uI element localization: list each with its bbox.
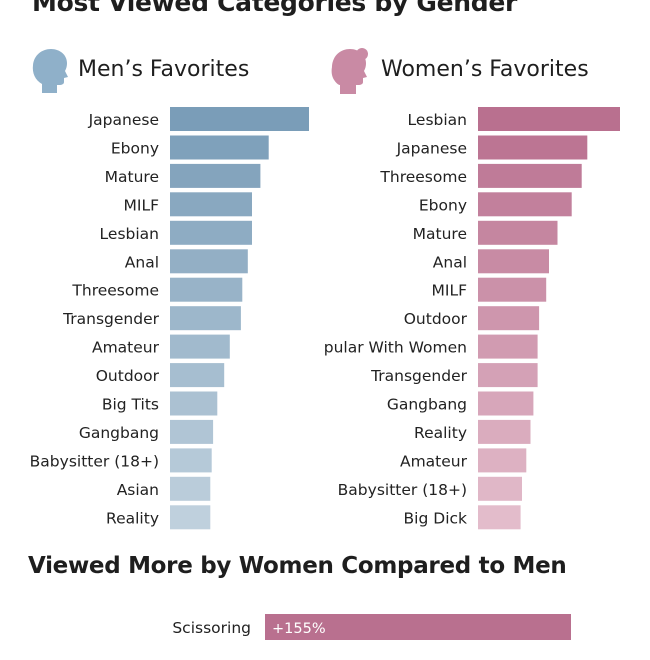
women-label-gangbang: Gangbang: [387, 396, 467, 414]
diff-value-label-scissoring: +155%: [272, 621, 326, 637]
women-bar-milf: [478, 277, 547, 302]
men-label-ebony: Ebony: [111, 140, 159, 158]
diff-bar-scissoring: [265, 614, 571, 640]
women-label-outdoor: Outdoor: [404, 310, 468, 328]
section-title-viewed-more-by-women: Viewed More by Women Compared to Men: [28, 553, 567, 579]
men-label-lesbian: Lesbian: [100, 225, 159, 243]
men-label-japanese: Japanese: [88, 111, 159, 129]
men-bar-big-tits: [170, 391, 218, 416]
men-label-reality: Reality: [106, 509, 159, 527]
man-head-silhouette-icon: [32, 49, 68, 93]
men-bar-japanese: [170, 107, 309, 131]
men-bar-gangbang: [170, 419, 214, 444]
women-bar-lesbian: [478, 107, 620, 131]
men-label-anal: Anal: [125, 253, 159, 271]
men-label-big-tits: Big Tits: [102, 396, 159, 414]
men-label-babysitter-18: Babysitter (18+): [30, 452, 159, 470]
women-label-transgender: Transgender: [370, 367, 468, 385]
women-label-milf: MILF: [432, 282, 468, 300]
women-bar-popular-with-women: [478, 334, 538, 359]
women-label-ebony: Ebony: [419, 196, 467, 214]
women-label-lesbian: Lesbian: [408, 111, 467, 129]
women-bar-amateur: [478, 448, 527, 473]
women-label-japanese: Japanese: [396, 140, 467, 158]
women-bar-gangbang: [478, 391, 534, 416]
men-label-threesome: Threesome: [71, 282, 159, 300]
men-bar-transgender: [170, 306, 241, 331]
diff-label-scissoring: Scissoring: [172, 619, 251, 637]
women-label-babysitter-18: Babysitter (18+): [338, 481, 467, 499]
women-bar-anal: [478, 249, 549, 274]
men-bar-ebony: [170, 135, 269, 160]
men-bar-outdoor: [170, 363, 225, 388]
men-bar-babysitter-18: [170, 448, 212, 473]
men-bar-anal: [170, 249, 248, 274]
men-label-transgender: Transgender: [62, 310, 160, 328]
men-bar-lesbian: [170, 220, 252, 245]
men-panel-title: Men’s Favorites: [78, 57, 250, 82]
women-label-big-dick: Big Dick: [404, 509, 467, 527]
men-label-milf: MILF: [124, 196, 160, 214]
women-label-anal: Anal: [433, 253, 467, 271]
women-bar-mature: [478, 220, 558, 245]
men-bar-mature: [170, 163, 261, 188]
women-bar-ebony: [478, 192, 572, 217]
men-label-outdoor: Outdoor: [96, 367, 160, 385]
men-label-asian: Asian: [117, 481, 159, 499]
women-bar-japanese: [478, 135, 588, 160]
women-label-threesome: Threesome: [379, 168, 467, 186]
men-favorites-chart: Japanese Ebony Mature MILF Lesbian Anal Threes…: [30, 107, 309, 530]
men-bar-amateur: [170, 334, 230, 359]
men-label-mature: Mature: [105, 168, 159, 186]
women-bar-transgender: [478, 363, 538, 388]
women-vs-men-chart: Scissoring +155%: [172, 614, 571, 640]
woman-head-silhouette-icon: [331, 48, 368, 94]
women-bar-big-dick: [478, 505, 521, 530]
women-bar-outdoor: [478, 306, 540, 331]
women-label-popular-with-women: Popular With Women: [325, 339, 467, 357]
men-bar-reality: [170, 505, 211, 530]
women-favorites-chart: Lesbian Japanese Threesome Ebony Mature Anal M…: [325, 107, 620, 530]
women-bar-reality: [478, 419, 531, 444]
men-bar-milf: [170, 192, 252, 217]
page-title: Most Viewed Categories by Gender: [32, 0, 518, 17]
women-bar-threesome: [478, 163, 582, 188]
men-label-amateur: Amateur: [92, 339, 160, 357]
women-panel-title: Women’s Favorites: [381, 57, 589, 82]
men-bar-asian: [170, 476, 211, 501]
men-label-gangbang: Gangbang: [79, 424, 159, 442]
men-bar-threesome: [170, 277, 243, 302]
women-label-reality: Reality: [414, 424, 467, 442]
women-label-mature: Mature: [413, 225, 467, 243]
women-label-amateur: Amateur: [400, 452, 468, 470]
women-bar-babysitter-18: [478, 476, 522, 501]
